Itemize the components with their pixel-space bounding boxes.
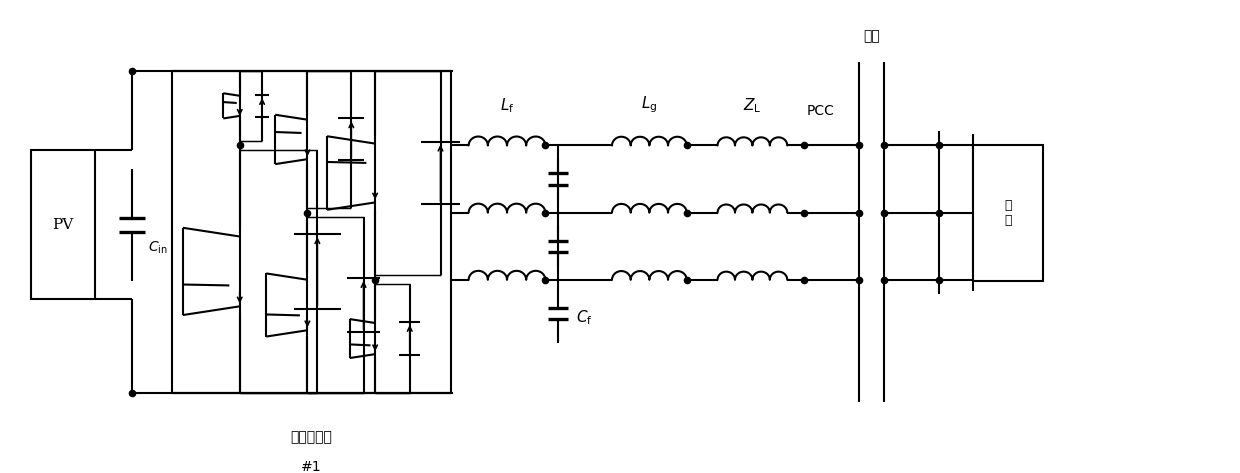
Text: $C_{\mathrm{in}}$: $C_{\mathrm{in}}$ <box>148 240 167 256</box>
Text: #1: #1 <box>301 460 321 473</box>
Text: $L_{\mathrm{f}}$: $L_{\mathrm{f}}$ <box>500 96 515 115</box>
Text: $L_{\mathrm{g}}$: $L_{\mathrm{g}}$ <box>641 94 657 115</box>
Text: 电网: 电网 <box>863 29 879 43</box>
Bar <box>973 146 1043 281</box>
Text: PCC: PCC <box>806 104 835 117</box>
Text: $Z_{\mathrm{L}}$: $Z_{\mathrm{L}}$ <box>743 96 761 115</box>
Text: 负
载: 负 载 <box>1004 199 1012 227</box>
Text: PV: PV <box>52 218 73 232</box>
Bar <box>172 71 451 393</box>
Text: 光伏逆变器: 光伏逆变器 <box>290 430 332 445</box>
Text: $C_{\mathrm{f}}$: $C_{\mathrm{f}}$ <box>577 309 593 327</box>
Bar <box>31 150 95 299</box>
